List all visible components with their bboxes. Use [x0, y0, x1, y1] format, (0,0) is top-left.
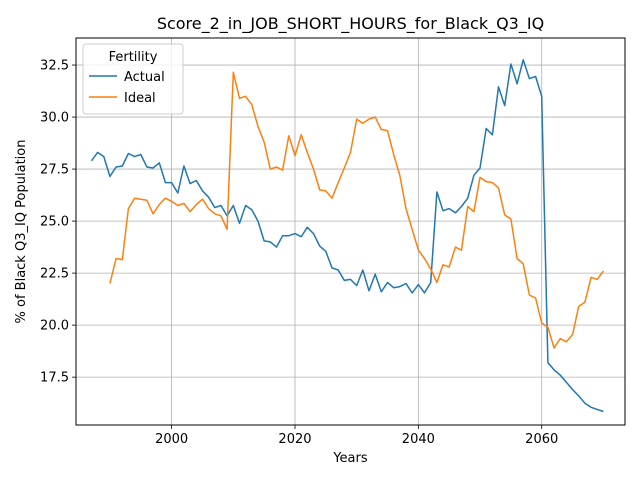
x-axis-label: Years [332, 451, 368, 466]
legend: Fertility Actual Ideal [82, 43, 184, 115]
y-tick-label: 27.5 [40, 163, 69, 178]
legend-label-actual: Actual [124, 70, 165, 85]
y-tick-label: 22.5 [40, 267, 69, 282]
x-tick-label: 2020 [278, 432, 311, 447]
grid-lines [76, 38, 625, 425]
y-tick-label: 30.0 [40, 111, 69, 126]
legend-label-ideal: Ideal [124, 91, 156, 106]
y-axis-label: % of Black Q3_IQ Population [14, 140, 29, 324]
x-tick-label: 2040 [402, 432, 435, 447]
series-line-ideal [109, 71, 605, 349]
chart-title: Score_2_in_JOB_SHORT_HOURS_for_Black_Q3_… [157, 14, 544, 34]
y-axis-ticks: 17.5 20.0 22.5 25.0 27.5 30.0 32.5 [40, 59, 76, 386]
y-tick-label: 17.5 [40, 371, 69, 386]
y-tick-label: 20.0 [40, 319, 69, 334]
legend-title: Fertility [109, 50, 158, 65]
x-tick-label: 2060 [525, 432, 558, 447]
series-line-actual [90, 59, 604, 413]
y-tick-label: 25.0 [40, 215, 69, 230]
x-tick-label: 2000 [155, 432, 188, 447]
y-tick-label: 32.5 [40, 59, 69, 74]
x-axis-ticks: 2000 2020 2040 2060 [155, 425, 558, 447]
plot-area-frame [75, 37, 626, 426]
series-lines [90, 59, 605, 413]
